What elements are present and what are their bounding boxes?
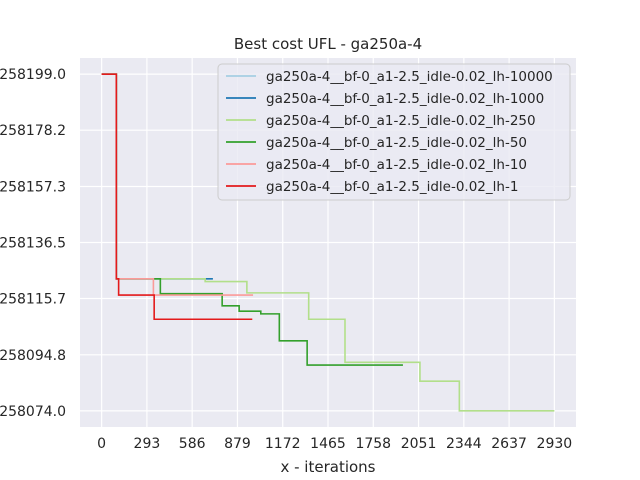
legend-label-1: ga250a-4__bf-0_a1-2.5_idle-0.02_lh-1000 (266, 91, 544, 107)
chart-title: Best cost UFL - ga250a-4 (234, 35, 422, 53)
tick-labels: 0 293 586 879 1172 1465 1758 2051 2344 2637 2930 25… (0, 67, 572, 452)
x-tick-label: 1465 (310, 436, 346, 452)
y-tick-label: 258157.3 (0, 179, 66, 195)
y-tick-label: 258094.8 (0, 348, 66, 364)
x-tick-label: 2344 (446, 436, 482, 452)
x-tick-label: 879 (224, 436, 251, 452)
legend-label-4: ga250a-4__bf-0_a1-2.5_idle-0.02_lh-10 (266, 157, 527, 173)
legend-label-3: ga250a-4__bf-0_a1-2.5_idle-0.02_lh-50 (266, 135, 527, 151)
x-tick-label: 2637 (491, 436, 527, 452)
y-tick-label: 258115.7 (0, 292, 66, 308)
x-tick-label: 0 (97, 436, 106, 452)
series-line-5 (101, 73, 253, 321)
y-tick-label: 258178.2 (0, 123, 66, 139)
x-tick-label: 2051 (401, 436, 437, 452)
x-tick-label: 1172 (265, 436, 301, 452)
legend-label-0: ga250a-4__bf-0_a1-2.5_idle-0.02_lh-10000 (266, 69, 553, 85)
legend: ga250a-4__bf-0_a1-2.5_idle-0.02_lh-10000… (217, 63, 571, 201)
x-tick-label: 2930 (537, 436, 573, 452)
x-tick-label: 586 (179, 436, 206, 452)
x-tick-label: 293 (134, 436, 161, 452)
legend-box (217, 63, 571, 201)
legend-label-2: ga250a-4__bf-0_a1-2.5_idle-0.02_lh-250 (266, 113, 536, 129)
series-layer (101, 73, 555, 412)
y-tick-label: 258136.5 (0, 236, 66, 252)
x-tick-label: 1758 (355, 436, 391, 452)
x-axis-label: x - iterations (280, 458, 375, 476)
y-tick-label: 258074.0 (0, 404, 66, 420)
legend-label-5: ga250a-4__bf-0_a1-2.5_idle-0.02_lh-1 (266, 179, 518, 195)
y-tick-label: 258199.0 (0, 67, 66, 83)
